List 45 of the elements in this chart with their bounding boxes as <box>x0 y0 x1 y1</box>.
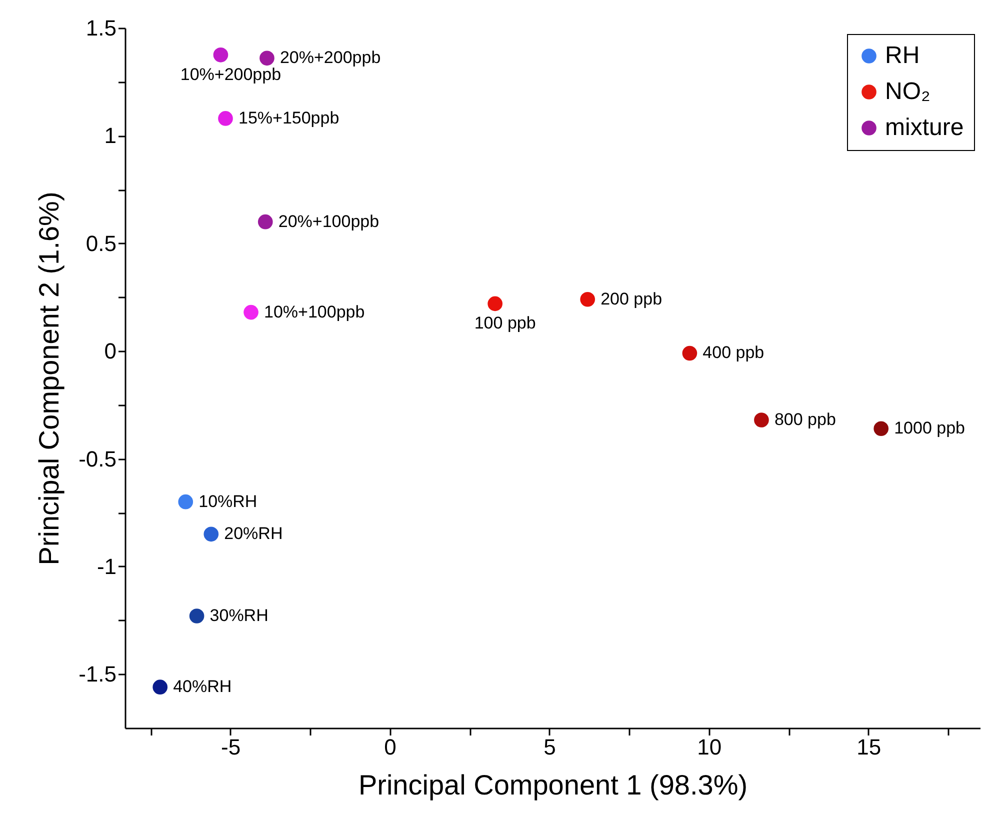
y-tick-label: -0.5 <box>78 446 116 472</box>
point <box>682 346 698 361</box>
point <box>204 526 219 542</box>
annotation: 15%+150ppb <box>238 108 340 128</box>
annotation: 100 ppb <box>474 314 536 333</box>
annotation: 40%RH <box>173 677 232 696</box>
annotation: 800 ppb <box>774 410 836 429</box>
x-tick-label: 5 <box>544 734 556 760</box>
y-tick-label: -1.5 <box>78 662 116 687</box>
annotation: 400 ppb <box>702 343 764 362</box>
annotation: 10%RH <box>198 492 258 511</box>
annotation: 20%RH <box>224 524 283 544</box>
y-axis-title: Principal Component 2 (1.6%) <box>34 192 65 566</box>
y-tick-label: 1 <box>104 123 116 148</box>
point <box>152 680 168 694</box>
point <box>218 111 233 126</box>
legend-label: NO₂ <box>885 78 930 105</box>
point <box>874 421 889 436</box>
annotation: 30%RH <box>210 606 268 625</box>
point <box>189 608 204 624</box>
x-tick-label: 15 <box>856 734 882 760</box>
annotation: 20%+200ppb <box>280 48 381 68</box>
point <box>260 50 274 66</box>
y-tick-label: -1 <box>96 554 116 579</box>
point <box>580 292 596 307</box>
annotation: 10%+200ppb <box>180 64 282 84</box>
x-tick-label: 10 <box>697 734 722 760</box>
y-tick-label: 1.5 <box>86 16 116 40</box>
point <box>244 304 258 320</box>
x-tick-label: 0 <box>384 734 396 760</box>
x-axis-title: Principal Component 1 (98.3%) <box>358 770 748 800</box>
x-tick-label: -5 <box>221 734 241 760</box>
annotation: 10%+100ppb <box>264 302 365 322</box>
annotation: 1000 ppb <box>894 418 966 438</box>
y-tick-label: 0 <box>104 338 116 364</box>
annotation: 20%+100ppb <box>278 212 380 231</box>
point <box>258 214 273 230</box>
point <box>213 48 228 62</box>
y-tick-label: 0.5 <box>86 230 116 256</box>
legend-label: mixture <box>885 114 964 141</box>
point <box>488 296 502 312</box>
legend-label: RH <box>885 42 920 69</box>
annotation: 200 ppb <box>600 289 662 308</box>
point <box>178 494 194 510</box>
point <box>754 412 769 428</box>
